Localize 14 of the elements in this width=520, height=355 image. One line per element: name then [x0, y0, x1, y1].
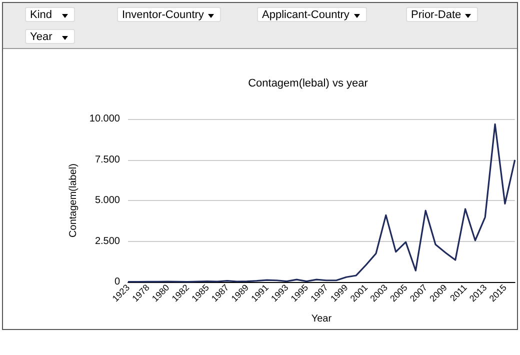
dropdown: Inventor-Country — [117, 7, 221, 22]
chart-title: Contagem(lebal) vs year — [248, 78, 368, 90]
y-tick-label: 7.500 — [94, 154, 120, 166]
line-series — [127, 123, 516, 283]
dropdown: Kind — [25, 7, 75, 22]
y-tick-label: 2.500 — [94, 236, 120, 247]
y-tick-label: 5.000 — [94, 195, 120, 206]
x-axis-title: Year — [311, 314, 332, 324]
dropdown: Year — [25, 29, 75, 44]
dropdown: Applicant-Country — [257, 7, 367, 22]
y-tick-label: 0 — [114, 276, 120, 288]
dropdown: Prior-Date — [406, 7, 478, 22]
y-tick-label: 10.000 — [89, 114, 120, 124]
y-axis-title: Contagem(label) — [68, 164, 80, 238]
